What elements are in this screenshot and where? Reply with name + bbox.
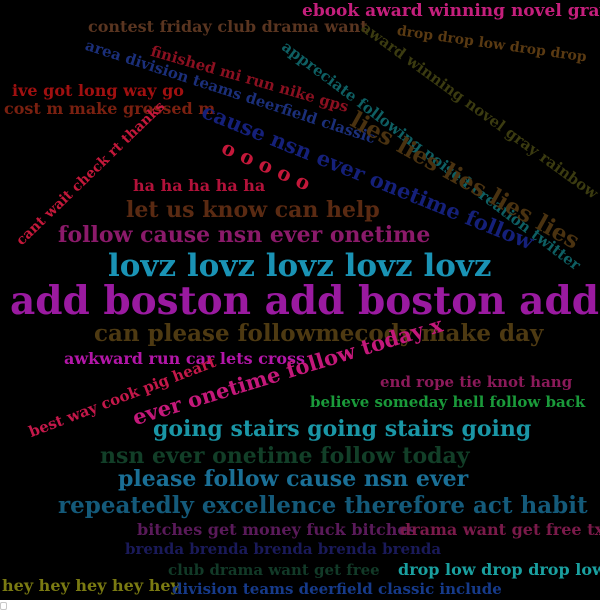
cloud-word: drop low drop drop low [398, 560, 600, 579]
cloud-word: cost m make grossed m [4, 99, 216, 118]
cloud-word: end rope tie knot hang [380, 373, 573, 391]
cloud-word: club drama want get free [168, 561, 380, 579]
cloud-word: can please followmecody make day [94, 320, 544, 347]
cloud-word: ive got long way go [12, 81, 184, 100]
cloud-word: bitches get money fuck bitches [137, 520, 417, 539]
cloud-word: drop drop low drop drop [395, 23, 588, 66]
cloud-word: please follow cause nsn ever [118, 466, 469, 492]
cloud-word: add boston add boston add [10, 278, 599, 324]
cloud-word: contest friday club drama want [88, 17, 368, 36]
cloud-word: follow cause nsn ever onetime [58, 222, 431, 248]
cloud-word: let us know can help [126, 197, 380, 223]
cloud-word: ha ha ha ha ha [133, 176, 266, 195]
cloud-word: lovz lovz lovz lovz lovz [108, 248, 492, 284]
cloud-word: hey hey hey hey hey [2, 576, 180, 595]
cloud-word: division teams deerfield classic include [172, 580, 502, 598]
cloud-word: believe someday hell follow back [310, 393, 586, 411]
cloud-word: drama want get free txt [400, 520, 600, 539]
cloud-word: brenda brenda brenda brenda brenda [125, 540, 442, 558]
cloud-word: going stairs going stairs going [153, 416, 532, 442]
cloud-word: repeatedly excellence therefore act habi… [58, 492, 588, 519]
cloud-word: awkward run car lets cross [64, 349, 306, 368]
corner-handle [0, 602, 7, 610]
cloud-word: nsn ever onetime follow today [100, 443, 470, 469]
cloud-word: ebook award winning novel gray [302, 1, 600, 21]
